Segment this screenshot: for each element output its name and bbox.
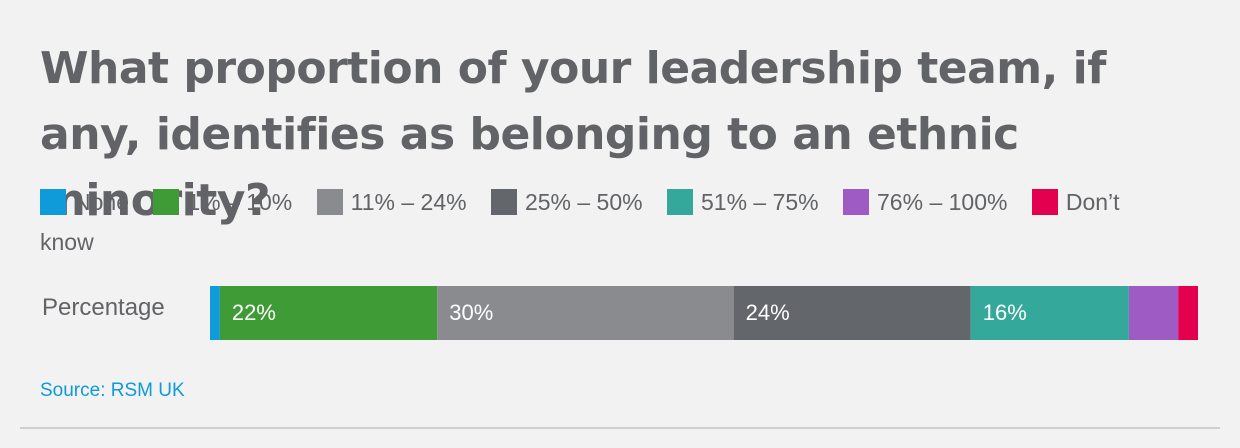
legend-item: 51% – 75% xyxy=(666,189,819,215)
legend-swatch xyxy=(1031,189,1058,215)
legend-swatch xyxy=(316,189,343,215)
legend-label: None xyxy=(74,189,129,215)
legend-swatch xyxy=(843,189,870,215)
value-label: 30% xyxy=(449,300,493,325)
value-label: 16% xyxy=(983,300,1027,325)
source: Source: RSM UK xyxy=(40,380,185,401)
bar-area: 22% 30% 24% 16% xyxy=(210,286,1198,340)
legend-item: None xyxy=(40,189,129,215)
bar-segment xyxy=(437,286,734,340)
legend-swatch xyxy=(666,189,693,215)
legend-item: 25% – 50% xyxy=(490,189,643,215)
legend-label: 11% – 24% xyxy=(350,189,467,215)
category-label: Percentage xyxy=(42,294,165,321)
bar-segment xyxy=(970,286,1129,340)
legend-label: 25% – 50% xyxy=(524,189,643,215)
value-label: 22% xyxy=(232,300,276,325)
divider xyxy=(20,427,1220,429)
legend: None 1% – 10% 11% – 24% 25% – 50% 51% – … xyxy=(40,182,1160,262)
bar-segment xyxy=(1128,286,1179,340)
legend-label: Don’t know xyxy=(40,189,1120,255)
legend-swatch xyxy=(40,189,66,215)
legend-label: 1% – 10% xyxy=(187,189,293,215)
chart-title: What proportion of your leadership team,… xyxy=(40,43,1106,226)
legend-label: 51% – 75% xyxy=(700,189,819,215)
legend-item: 1% – 10% xyxy=(153,189,292,215)
bar-segment xyxy=(1178,286,1198,340)
value-label: 24% xyxy=(746,300,790,325)
legend-item: Don’t know xyxy=(40,189,1120,255)
legend-item: 11% – 24% xyxy=(316,189,467,215)
bar-segment xyxy=(733,286,971,340)
legend-swatch xyxy=(153,189,180,215)
legend-swatch xyxy=(490,189,517,215)
legend-label: 76% – 100% xyxy=(877,189,1008,215)
legend-item: 76% – 100% xyxy=(843,189,1007,215)
bar-segment xyxy=(219,286,438,340)
bar-segment xyxy=(210,286,220,340)
